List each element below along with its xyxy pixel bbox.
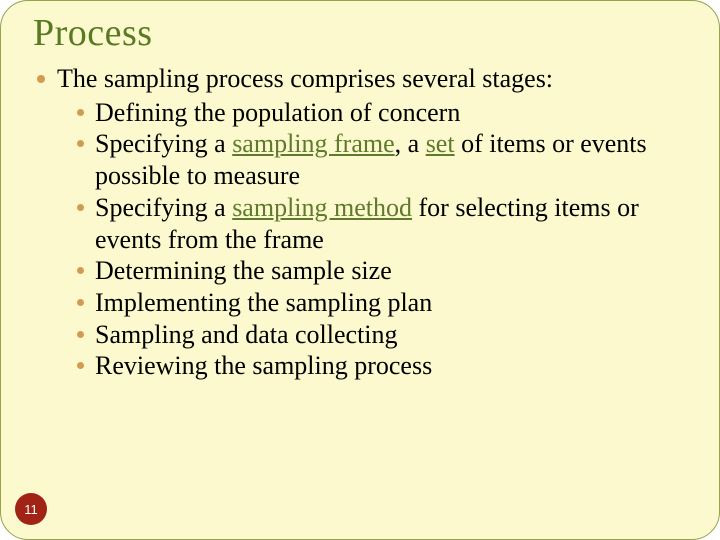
bullet-l2-text-a: Specifying a [95,129,232,158]
bullet-l2-text-a: Specifying a [95,193,232,222]
bullet-l2-text: Sampling and data collecting [95,320,398,349]
page-number: 11 [24,502,38,517]
slide: Process The sampling process comprises s… [0,0,720,540]
bullet-l2-text-b: , a [395,129,426,158]
slide-title: Process [33,11,697,55]
link-sampling-method[interactable]: sampling method [232,193,412,222]
bullet-l2-text: Determining the sample size [95,256,392,285]
link-sampling-frame[interactable]: sampling frame [232,129,394,158]
bullet-l2-item: Determining the sample size [73,255,697,287]
bullet-l2-item: Specifying a sampling frame, a set of it… [73,128,697,191]
bullet-l2-item: Sampling and data collecting [73,319,697,351]
bullet-list-level-1: The sampling process comprises several s… [23,63,697,382]
bullet-l2-text: Defining the population of concern [95,98,460,127]
page-number-badge: 11 [15,493,47,525]
bullet-l2-text: Reviewing the sampling process [95,351,432,380]
bullet-l2-item: Specifying a sampling method for selecti… [73,192,697,255]
bullet-l2-item: Defining the population of concern [73,97,697,129]
bullet-l2-item: Implementing the sampling plan [73,287,697,319]
bullet-l1-item: The sampling process comprises several s… [31,63,697,382]
link-set[interactable]: set [426,129,455,158]
bullet-list-level-2: Defining the population of concern Speci… [57,97,697,382]
bullet-l2-text: Implementing the sampling plan [95,288,432,317]
bullet-l1-text: The sampling process comprises several s… [57,64,553,93]
bullet-l2-item: Reviewing the sampling process [73,350,697,382]
